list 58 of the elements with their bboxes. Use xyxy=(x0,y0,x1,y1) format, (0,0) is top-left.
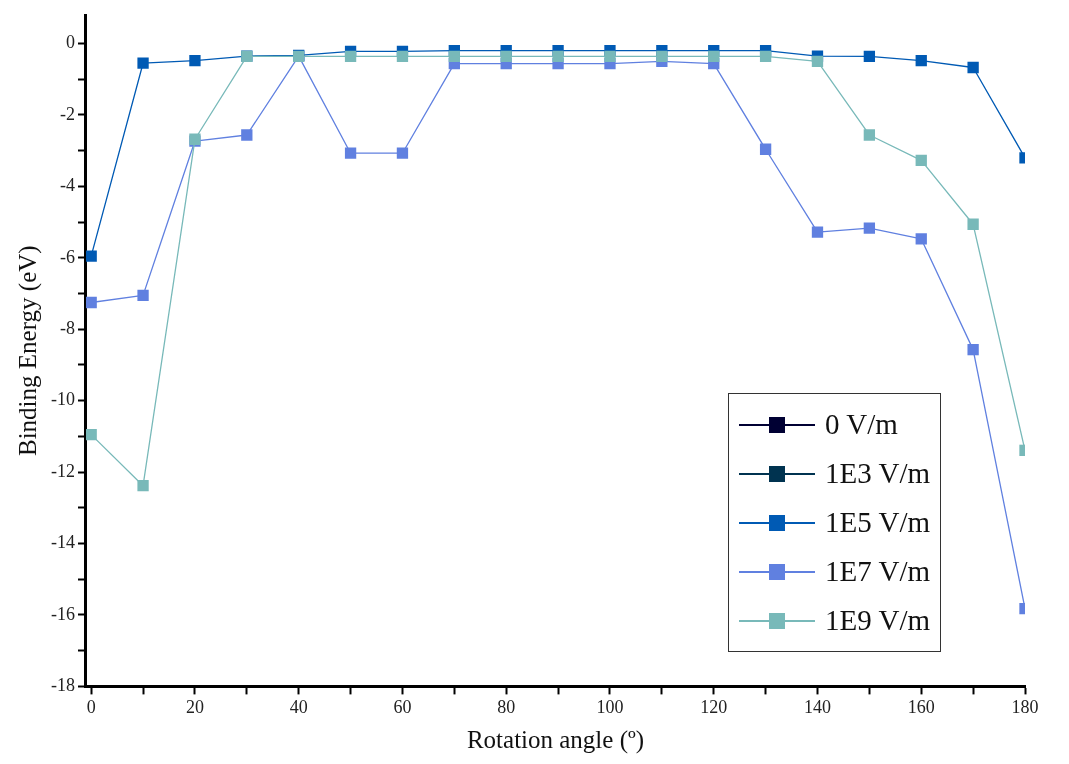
point xyxy=(656,50,668,63)
point xyxy=(500,50,512,63)
x-tick-label: 160 xyxy=(907,696,935,717)
point xyxy=(863,222,876,234)
x-tick-label: 140 xyxy=(803,696,831,717)
legend-label: 1E5 V/m xyxy=(825,506,930,539)
legend-label: 1E7 V/m xyxy=(825,555,930,588)
point xyxy=(344,147,357,159)
y-tick-label: -2 xyxy=(59,103,75,124)
point xyxy=(708,50,720,63)
x-tick-label: 80 xyxy=(497,696,516,717)
y-tick-label: -14 xyxy=(50,532,75,553)
point xyxy=(137,289,149,301)
legend-label: 1E9 V/m xyxy=(825,604,930,637)
x-tick-label: 120 xyxy=(700,696,728,717)
y-tick-label: -8 xyxy=(59,318,75,339)
point xyxy=(189,55,201,67)
point xyxy=(967,343,979,356)
point xyxy=(915,233,927,245)
y-tick-label: -4 xyxy=(59,175,75,196)
x-tick-label: 100 xyxy=(596,696,624,717)
point xyxy=(863,50,876,63)
point xyxy=(448,50,460,63)
point xyxy=(85,250,97,262)
x-tick-label: 40 xyxy=(289,696,308,717)
point xyxy=(85,428,97,441)
legend-label: 0 V/m xyxy=(825,408,898,441)
x-tick-label: 0 xyxy=(86,696,96,717)
point xyxy=(85,296,97,309)
y-tick-label: -6 xyxy=(59,246,75,267)
point xyxy=(137,480,149,492)
point xyxy=(811,226,824,238)
y-tick-label: 0 xyxy=(65,32,75,53)
point xyxy=(344,50,357,63)
point xyxy=(604,50,616,63)
point xyxy=(915,154,927,167)
x-tick-label: 20 xyxy=(185,696,204,717)
point xyxy=(241,129,253,141)
x-tick-label: 60 xyxy=(393,696,412,717)
point xyxy=(396,50,409,63)
point xyxy=(915,55,927,67)
point xyxy=(137,57,149,69)
point xyxy=(811,55,824,68)
legend-label: 1E3 V/m xyxy=(825,457,930,490)
point xyxy=(396,147,409,159)
x-tick-label: 180 xyxy=(1011,696,1039,717)
point xyxy=(552,50,564,63)
point xyxy=(863,129,876,141)
y-tick-label: -10 xyxy=(50,389,75,410)
y-tick-label: -12 xyxy=(50,460,75,481)
y-axis-title: Binding Energy (eV) xyxy=(13,245,42,456)
point xyxy=(759,143,772,155)
point xyxy=(967,61,979,74)
y-tick-label: -18 xyxy=(50,675,75,696)
point xyxy=(967,218,979,230)
x-axis-title: Rotation angle (º) xyxy=(466,725,645,754)
point xyxy=(759,50,772,63)
y-tick-label: -16 xyxy=(50,603,75,624)
